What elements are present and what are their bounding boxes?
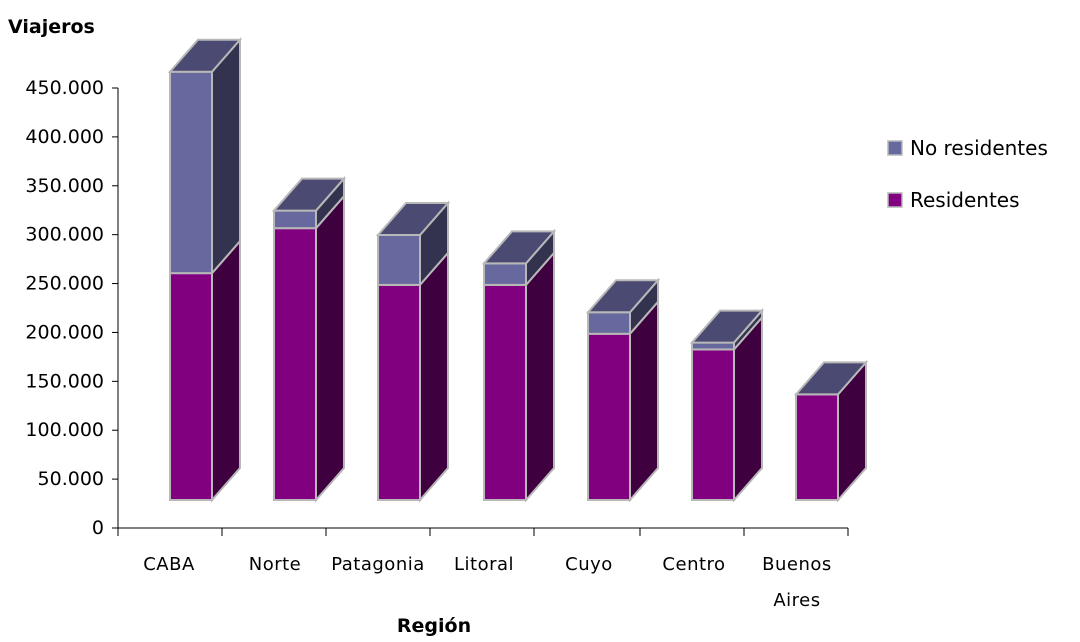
- bar-group: [793, 359, 869, 503]
- legend-item: No residentes: [887, 136, 1048, 160]
- bar-top: [585, 279, 661, 314]
- bar-segment: [273, 227, 317, 502]
- bar-segment: [795, 393, 839, 501]
- bar-segment: [169, 272, 213, 501]
- bar-group: [585, 277, 661, 503]
- y-tick-label: 450.000: [25, 77, 104, 99]
- bar-segment: [691, 341, 735, 351]
- x-category-label: Cuyo: [565, 554, 613, 575]
- x-category-label: Centro: [662, 554, 725, 575]
- bar-segment-side: [419, 250, 449, 503]
- bar-group: [375, 200, 451, 503]
- bar-top: [481, 230, 557, 265]
- bar-top: [375, 202, 451, 237]
- legend-swatch: [887, 192, 903, 208]
- bar-segment-side: [315, 193, 345, 503]
- bars-layer: [167, 37, 869, 503]
- y-tick-labels: 0 50.000 100.000 150.000 200.000 250.000 300.0…: [25, 77, 104, 539]
- bar-top: [793, 361, 869, 396]
- x-category-label: Litoral: [454, 554, 514, 575]
- bar-top: [689, 309, 765, 344]
- bar-group: [481, 228, 557, 503]
- y-tick-label: 400.000: [25, 126, 104, 148]
- bar-segment: [273, 209, 317, 230]
- x-category-label: Patagonia: [331, 554, 425, 575]
- bar-segment: [587, 332, 631, 501]
- bar-segment-side: [211, 238, 241, 503]
- bar-segment-side: [525, 250, 555, 503]
- bar-segment-side: [629, 299, 659, 503]
- bar-group: [689, 307, 765, 503]
- bar-segment: [483, 262, 527, 286]
- legend-item: Residentes: [887, 188, 1020, 212]
- y-tick-label: 300.000: [25, 224, 104, 246]
- y-tick-label: 0: [92, 517, 104, 539]
- y-axis-title: Viajeros: [8, 16, 95, 38]
- x-category-label: Norte: [249, 554, 302, 575]
- legend-swatch: [887, 140, 903, 156]
- y-tick-label: 350.000: [25, 175, 104, 197]
- x-category-label: Buenos: [762, 554, 832, 575]
- y-tick-label: 200.000: [25, 321, 104, 343]
- bar-top: [271, 177, 347, 212]
- legend-label: Residentes: [910, 188, 1020, 212]
- legend: No residentes Residentes: [887, 136, 1048, 212]
- bar-top: [167, 38, 243, 73]
- axis-layer: [112, 87, 849, 536]
- x-axis-title: Región: [397, 615, 471, 637]
- x-category-labels: CABA Norte Patagonia Litoral Cuyo Centro Bueno…: [143, 554, 832, 611]
- x-category-label: CABA: [143, 554, 195, 575]
- y-tick-label: 250.000: [25, 273, 104, 295]
- bar-segment: [483, 283, 527, 501]
- bar-segment: [377, 283, 421, 501]
- x-category-label: Aires: [773, 590, 820, 611]
- bar-segment: [377, 234, 421, 286]
- bar-segment: [587, 311, 631, 335]
- y-tick-label: 100.000: [25, 419, 104, 441]
- y-tick-label: 150.000: [25, 370, 104, 392]
- bar-group: [167, 37, 243, 503]
- bar-segment-side: [211, 37, 241, 276]
- bar-segment: [691, 348, 735, 501]
- y-tick-label: 50.000: [38, 468, 104, 490]
- bar-group: [271, 175, 347, 503]
- bar-segment: [169, 70, 213, 275]
- legend-label: No residentes: [910, 136, 1048, 160]
